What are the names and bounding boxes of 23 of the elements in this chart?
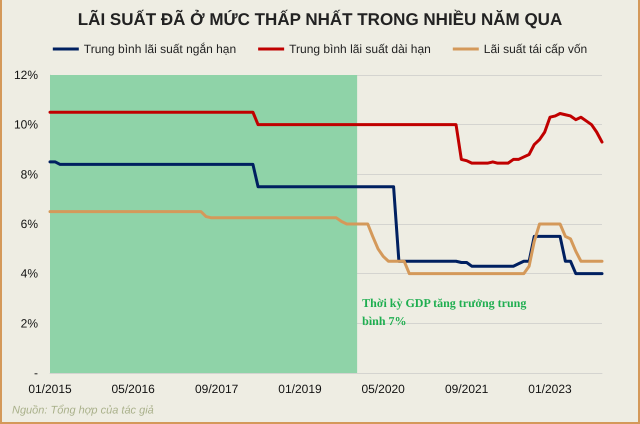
- line-series: [48, 110, 604, 165]
- y-tick-label: 2%: [20, 316, 38, 330]
- band-label: Thời kỳ GDP tăng trưởng trung bình 7%: [362, 296, 530, 328]
- x-tick-label: 05/2016: [111, 382, 156, 396]
- x-tick-label: 01/2019: [278, 382, 322, 396]
- y-tick-label: 10%: [14, 118, 38, 132]
- line-series: [48, 210, 604, 276]
- x-tick-label: 01/2015: [28, 382, 72, 396]
- y-tick-label: -: [34, 366, 38, 380]
- legend-label: Trung bình lãi suất dài hạn: [289, 42, 431, 56]
- y-tick-label: 8%: [20, 167, 38, 182]
- x-tick-label: 01/2023: [528, 382, 572, 396]
- y-tick-label: 4%: [20, 266, 38, 281]
- chart-title: LÃI SUẤT ĐÃ Ở MỨC THẤP NHẤT TRONG NHIỀU NĂM QUA: [78, 9, 562, 29]
- text: Nguồn: Tổng hợp của tác giả: [12, 404, 154, 416]
- y-tick-label: 12%: [14, 68, 38, 82]
- x-tick-label: 09/2017: [194, 382, 239, 396]
- legend-label: Lãi suất tái cấp vốn: [484, 42, 588, 56]
- y-tick-label: 6%: [20, 217, 38, 231]
- x-tick-label: 05/2020: [361, 382, 406, 396]
- x-tick-label: 09/2021: [444, 382, 489, 396]
- legend-label: Trung bình lãi suất ngắn hạn: [84, 42, 236, 56]
- line-series: [48, 160, 604, 276]
